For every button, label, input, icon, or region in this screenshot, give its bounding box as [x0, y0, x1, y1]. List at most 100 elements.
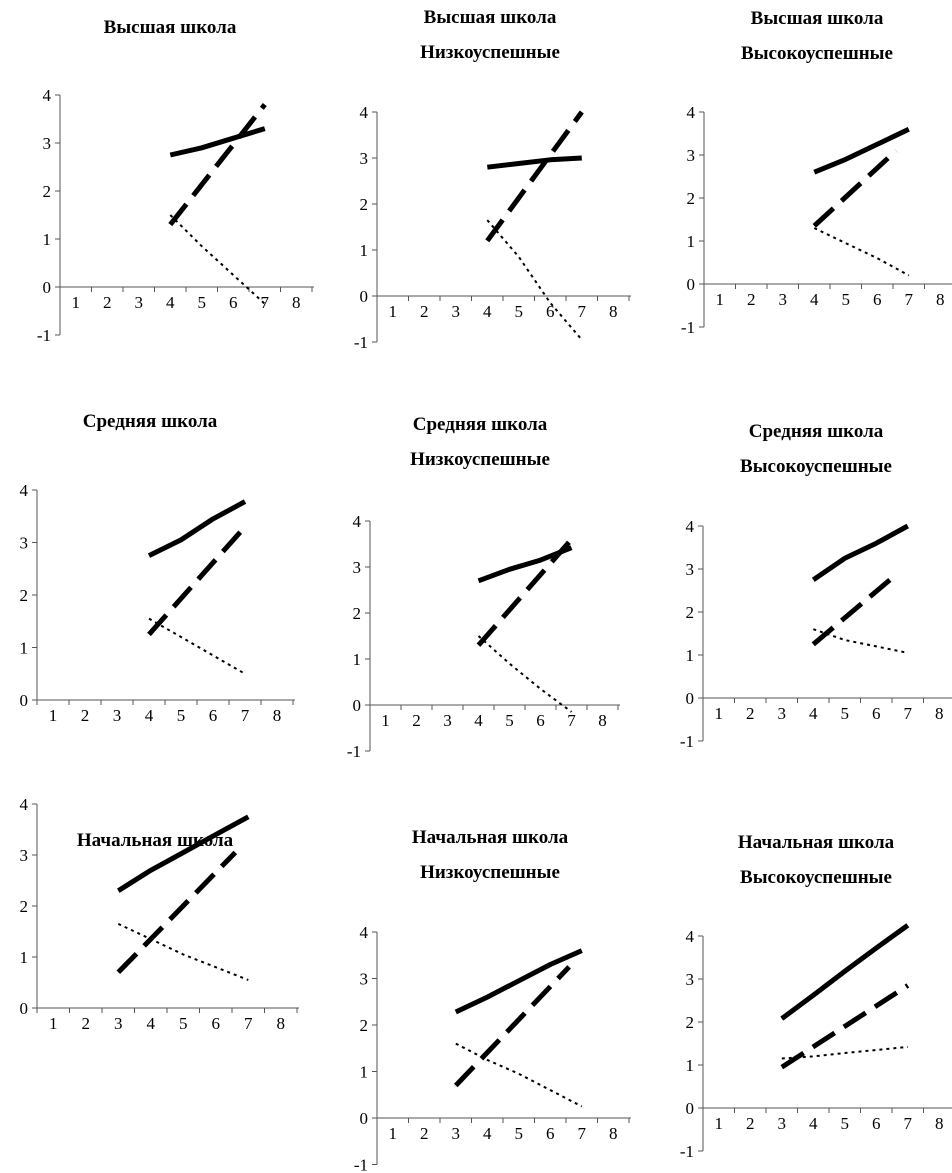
- y-tick-label: 4: [686, 517, 695, 536]
- x-tick-label: 6: [209, 706, 218, 725]
- y-tick-label: 1: [20, 639, 29, 658]
- x-tick-label: 5: [505, 711, 514, 730]
- x-tick-label: 5: [177, 706, 186, 725]
- x-tick-label: 7: [567, 711, 576, 730]
- y-tick-label: 1: [20, 948, 29, 967]
- x-tick-label: 3: [779, 290, 788, 309]
- x-tick-label: 1: [715, 704, 724, 723]
- x-tick-label: 1: [389, 1124, 398, 1143]
- y-tick-label: -1: [347, 742, 361, 761]
- x-tick-label: 6: [873, 290, 882, 309]
- chart-title: Низкоуспешные: [420, 42, 560, 63]
- series-line-dashed: [780, 983, 910, 1070]
- x-tick-label: 6: [229, 293, 238, 312]
- y-tick-label: 4: [20, 795, 29, 814]
- chart-title: Высшая школа: [751, 8, 884, 29]
- y-tick-label: 0: [686, 1099, 695, 1118]
- x-tick-label: 1: [49, 706, 58, 725]
- y-tick-label: 3: [686, 560, 695, 579]
- x-tick-label: 8: [936, 290, 945, 309]
- series-line-dotted: [813, 227, 910, 277]
- series-line-dotted: [117, 922, 249, 981]
- x-tick-label: 3: [135, 293, 144, 312]
- series-line-dashed: [811, 573, 897, 647]
- x-tick-label: 8: [292, 293, 301, 312]
- chart-title: Высшая школа: [424, 7, 557, 28]
- y-tick-label: 0: [43, 278, 52, 297]
- y-tick-label: 0: [686, 689, 695, 708]
- x-tick-label: 5: [179, 1014, 188, 1033]
- x-tick-label: 4: [147, 1014, 156, 1033]
- series-line-dotted: [455, 1042, 583, 1108]
- x-tick-label: 8: [935, 1114, 944, 1133]
- chart-title: Низкоуспешные: [420, 862, 560, 883]
- x-tick-label: 4: [166, 293, 175, 312]
- x-tick-label: 6: [872, 704, 881, 723]
- series-line-dotted: [781, 1045, 908, 1060]
- y-tick-label: 4: [20, 481, 29, 500]
- x-tick-label: 3: [113, 706, 122, 725]
- x-tick-label: 6: [872, 1114, 881, 1133]
- y-tick-label: 0: [353, 696, 362, 715]
- y-tick-label: 1: [360, 1063, 369, 1082]
- x-tick-label: 5: [515, 302, 524, 321]
- x-tick-label: 4: [483, 302, 492, 321]
- chart-title: Средняя школа: [749, 421, 884, 442]
- chart-title: Средняя школа: [83, 411, 218, 432]
- x-tick-label: 4: [483, 1124, 492, 1143]
- x-tick-label: 8: [609, 1124, 618, 1143]
- y-tick-label: 4: [353, 512, 362, 531]
- chart-title: Высокоуспешные: [741, 43, 893, 64]
- x-tick-label: 2: [81, 706, 90, 725]
- x-tick-label: 8: [609, 302, 618, 321]
- y-tick-label: 4: [686, 927, 695, 946]
- y-tick-label: 1: [360, 241, 369, 260]
- x-tick-label: 5: [841, 1114, 850, 1133]
- chart-title: Начальная школа: [412, 827, 569, 848]
- x-tick-label: 6: [546, 1124, 555, 1143]
- series-line-dashed: [812, 148, 898, 228]
- y-tick-label: 2: [687, 189, 696, 208]
- x-tick-label: 2: [412, 711, 421, 730]
- x-tick-label: 2: [420, 302, 429, 321]
- chart-title: Высокоуспешные: [740, 456, 892, 477]
- x-tick-label: 1: [72, 293, 81, 312]
- x-tick-label: 6: [536, 711, 545, 730]
- y-tick-label: 2: [686, 1013, 695, 1032]
- series-line-dotted: [812, 628, 909, 654]
- y-tick-label: 2: [353, 604, 362, 623]
- y-tick-label: 3: [20, 846, 29, 865]
- x-tick-label: 7: [241, 706, 250, 725]
- y-tick-label: 3: [687, 146, 696, 165]
- x-tick-label: 3: [452, 1124, 461, 1143]
- x-tick-label: 8: [273, 706, 282, 725]
- series-line-solid: [780, 923, 910, 1021]
- y-tick-label: -1: [354, 1156, 368, 1173]
- series-line-dotted: [169, 214, 266, 305]
- x-tick-label: 7: [578, 302, 587, 321]
- series-line-dotted: [148, 617, 246, 675]
- x-tick-label: 4: [474, 711, 483, 730]
- x-tick-label: 6: [546, 302, 555, 321]
- series-line-dashed: [476, 537, 574, 647]
- y-tick-label: 0: [20, 691, 29, 710]
- x-tick-label: 7: [904, 1114, 913, 1133]
- y-tick-label: 1: [353, 650, 362, 669]
- x-tick-label: 4: [145, 706, 154, 725]
- y-tick-label: 0: [687, 275, 696, 294]
- series-line-dashed: [147, 525, 247, 637]
- series-line-solid: [147, 499, 247, 558]
- x-tick-label: 8: [277, 1014, 286, 1033]
- y-tick-label: 3: [353, 558, 362, 577]
- x-tick-label: 3: [778, 1114, 787, 1133]
- x-tick-label: 1: [716, 290, 725, 309]
- series-line-dotted: [477, 635, 573, 713]
- x-tick-label: 3: [452, 302, 461, 321]
- y-tick-label: 0: [20, 999, 29, 1018]
- y-tick-label: 1: [687, 232, 696, 251]
- y-tick-label: -1: [680, 1142, 694, 1161]
- y-tick-label: -1: [680, 732, 694, 751]
- x-tick-label: 2: [420, 1124, 429, 1143]
